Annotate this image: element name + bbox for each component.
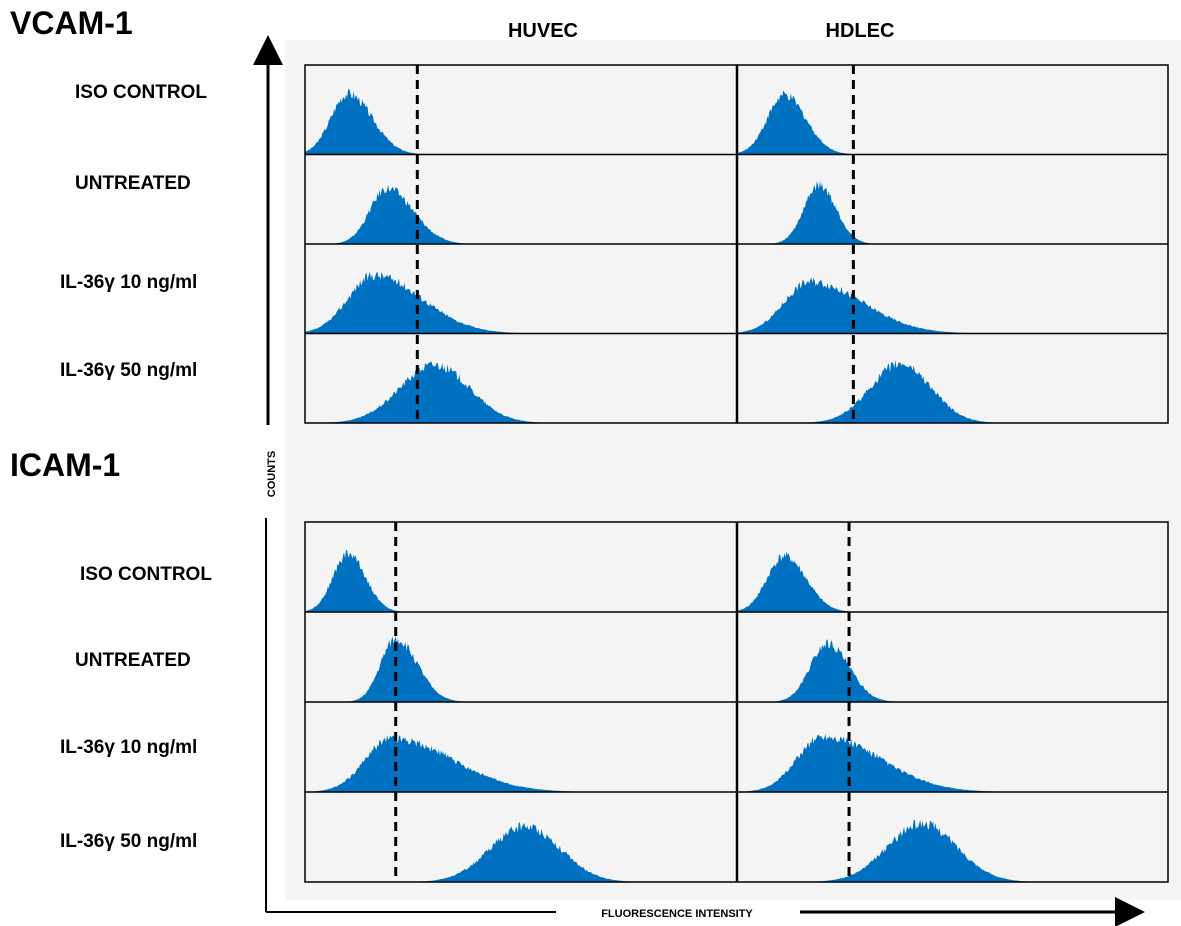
icam-1-huvec-histogram-4 [305, 822, 737, 882]
vcam-1-hdlec-histogram-1 [737, 90, 1168, 155]
vcam-1-huvec-histogram-3 [305, 271, 737, 334]
icam-1-huvec-histogram-2 [305, 636, 737, 702]
icam-row-label-iso: ISO CONTROL [80, 564, 212, 585]
icam-1-plot-frame [304, 521, 1169, 883]
vcam-row-label-iso: ISO CONTROL [75, 82, 207, 103]
histogram-plots [304, 64, 1169, 883]
icam-1-hdlec-histogram-2 [737, 639, 1168, 702]
x-axis-label: FLUORESCENCE INTENSITY [601, 908, 753, 920]
vcam-1-hdlec-histogram-3 [737, 277, 1168, 334]
icam-1-huvec-histogram-3 [305, 735, 737, 792]
icam-1-huvec-histogram-1 [305, 550, 737, 612]
panel-title-vcam: VCAM-1 [10, 5, 133, 41]
vcam-1-huvec-histogram-1 [305, 88, 737, 155]
panel-title-icam: ICAM-1 [10, 447, 120, 483]
icam-row-label-il36-10: IL-36γ 10 ng/ml [60, 737, 197, 758]
vcam-1-hdlec-histogram-4 [737, 359, 1168, 423]
vcam-1-huvec-histogram-2 [305, 184, 737, 244]
icam-row-label-il36-50: IL-36γ 50 ng/ml [60, 831, 197, 852]
column-label-huvec: HUVEC [508, 20, 578, 42]
vcam-1-hdlec-histogram-2 [737, 180, 1168, 244]
icam-1-hdlec-histogram-1 [737, 551, 1168, 612]
icam-row-label-untreated: UNTREATED [75, 650, 191, 671]
column-label-hdlec: HDLEC [826, 20, 895, 42]
vcam-row-label-il36-10: IL-36γ 10 ng/ml [60, 272, 197, 293]
icam-1-hdlec-histogram-4 [737, 819, 1168, 882]
icam-1-hdlec-histogram-3 [737, 733, 1168, 792]
y-axis-label: COUNTS [266, 451, 278, 497]
vcam-row-label-untreated: UNTREATED [75, 173, 191, 194]
vcam-row-label-il36-50: IL-36γ 50 ng/ml [60, 360, 197, 381]
vcam-1-huvec-histogram-4 [305, 361, 737, 423]
vcam-1-plot-frame [304, 64, 1169, 424]
